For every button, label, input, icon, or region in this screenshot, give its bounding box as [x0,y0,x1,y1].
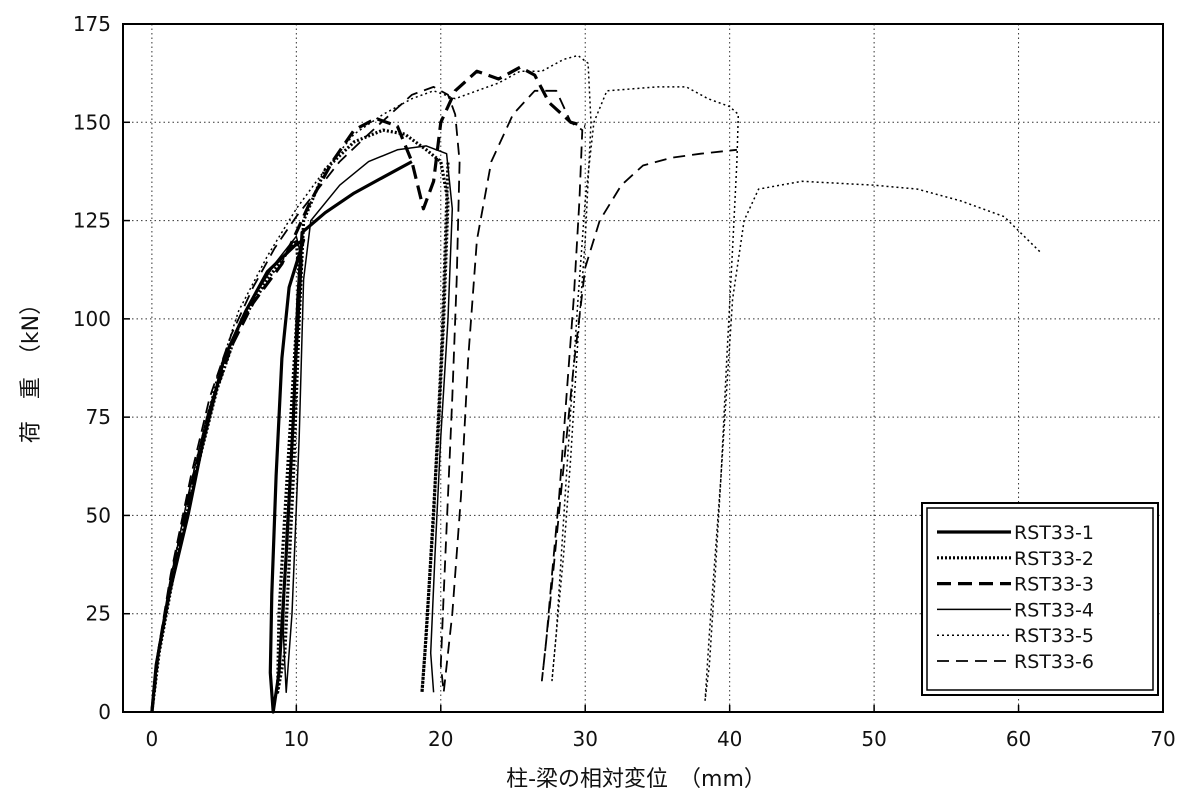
x-tick-label: 30 [572,727,597,751]
series-line-RST33-2 [150,128,450,713]
legend-label: RST33-2 [1014,548,1094,570]
series-line-RST33-6 [151,86,737,713]
chart-series [150,54,1041,714]
y-tick-label: 50 [86,503,111,527]
y-tick-label: 75 [86,405,111,429]
series-line-RST33-1 [150,160,413,714]
series-line-RST33-3 [150,65,586,713]
x-tick-label: 40 [717,727,742,751]
plot-frame [122,23,1164,713]
legend-inner-frame [926,507,1154,691]
chart-legend: RST33-1 RST33-2 RST33-3 RST33-4 RST33-5 RST33… [921,502,1159,696]
series-line-RST33-4 [151,145,454,713]
x-axis-label: 柱-梁の相対変位 （mm） [506,767,766,792]
x-tick-label: 10 [284,727,309,751]
y-tick-label: 100 [73,307,111,331]
legend-outer-frame [921,502,1159,696]
x-tick-label: 50 [861,727,886,751]
legend-label: RST33-1 [1014,522,1094,544]
x-tick-label: 70 [1150,727,1175,751]
x-tick-label: 0 [146,727,159,751]
y-tick-label: 125 [73,209,111,233]
legend-label: RST33-3 [1014,574,1094,596]
y-tick-label: 175 [73,12,111,36]
legend-label: RST33-4 [1014,599,1094,621]
y-axis-label: 荷 重 （kN） [19,293,44,443]
y-tick-label: 25 [86,602,111,626]
x-tick-label: 60 [1006,727,1031,751]
y-tick-label: 150 [73,110,111,134]
x-tick-label: 20 [428,727,453,751]
y-tick-label: 0 [98,700,111,724]
legend-label: RST33-5 [1014,625,1094,647]
legend-label: RST33-6 [1014,651,1094,673]
axis-ticks: 0 10 20 30 40 50 60 70 0 25 50 75 100 125 150 175 [73,12,1176,751]
